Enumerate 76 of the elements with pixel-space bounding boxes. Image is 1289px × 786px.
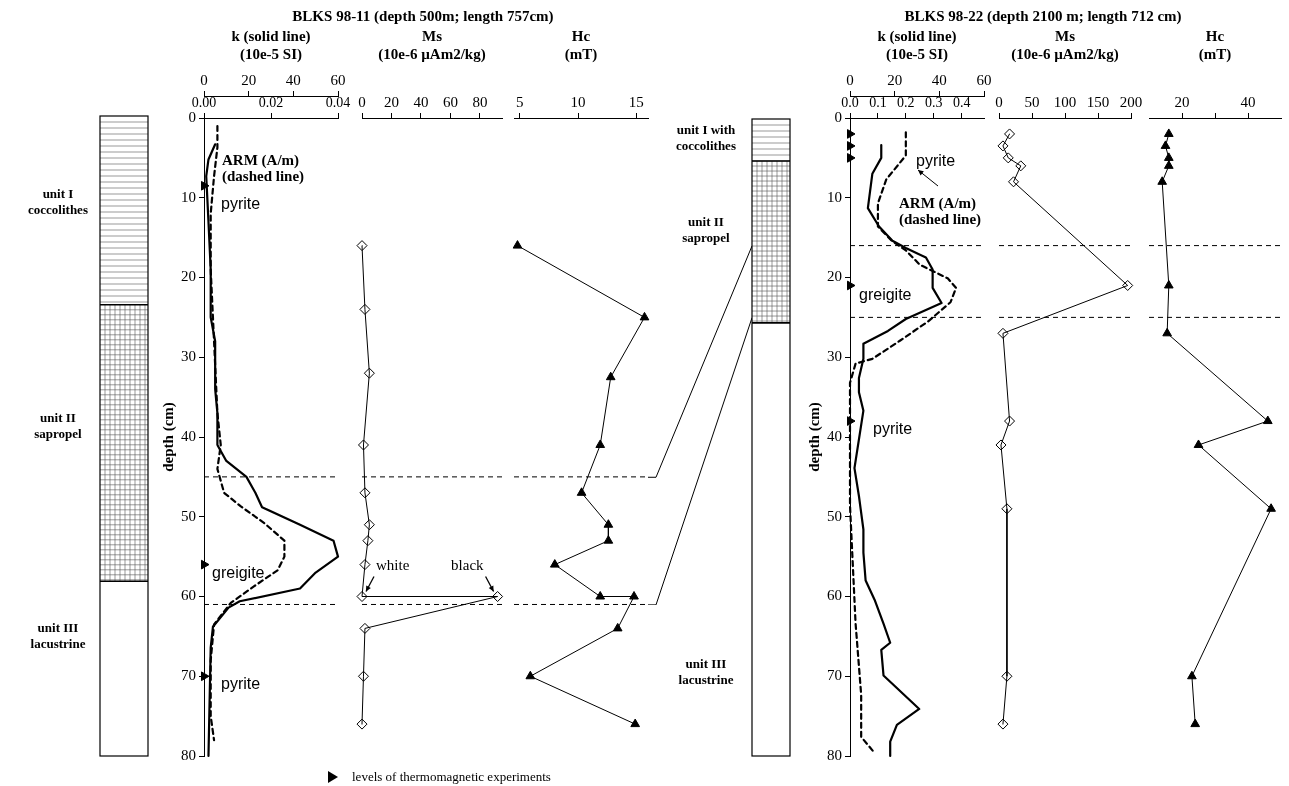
annotation: ARM (A/m) (dashed line) xyxy=(222,152,305,184)
text: unit III lacustrine xyxy=(29,620,87,652)
annotation: white xyxy=(376,557,410,574)
y-tick-label: 0 xyxy=(834,108,842,125)
x-axis-title: Ms (10e-6 µAm2/kg) xyxy=(1011,27,1119,63)
x-axis-title: Hc (mT) xyxy=(1198,27,1232,63)
x-axis-title: Hc (mT) xyxy=(564,27,598,63)
annotation: pyrite xyxy=(873,420,913,437)
x-tick-label: 20 xyxy=(383,93,399,110)
x-tick-label: 40 xyxy=(285,71,301,88)
y-tick-label: 50 xyxy=(827,507,842,524)
x-axis-title: k (solid line) (10e-5 SI) xyxy=(877,27,957,63)
x-tick-label: 0 xyxy=(846,71,854,88)
y-tick-label: 40 xyxy=(827,427,842,444)
annotation: greigite xyxy=(859,286,912,303)
y-tick-label: 10 xyxy=(181,188,196,205)
x-tick-label: 20 xyxy=(887,71,903,88)
text: unit I coccolithes xyxy=(27,186,89,218)
text: unit II sapropel xyxy=(681,214,731,246)
y-tick-label: 30 xyxy=(827,348,842,365)
x-tick-label: 5 xyxy=(516,93,524,110)
x-axis-title: Ms (10e-6 µAm2/kg) xyxy=(378,27,486,63)
x-tick-label: 0 xyxy=(995,93,1003,110)
x2-tick-label: 0.3 xyxy=(925,95,943,111)
x-tick-label: 200 xyxy=(1119,93,1143,110)
x2-tick-label: 0.02 xyxy=(258,95,284,111)
x2-tick-label: 0.4 xyxy=(952,95,971,111)
text: BLKS 98-11 (depth 500m; length 757cm) xyxy=(291,8,555,25)
text: unit III lacustrine xyxy=(677,656,735,688)
x-tick-label: 20 xyxy=(241,71,257,88)
y-tick-label: 80 xyxy=(827,746,842,763)
y-tick-label: 10 xyxy=(827,188,842,205)
annotation: black xyxy=(451,557,485,574)
x-tick-label: 80 xyxy=(472,93,488,110)
x-tick-label: 60 xyxy=(442,93,458,110)
y-tick-label: 60 xyxy=(827,587,842,604)
x-tick-label: 50 xyxy=(1024,93,1040,110)
legend-label: levels of thermomagnetic experiments xyxy=(352,769,551,785)
x-tick-label: 20 xyxy=(1174,93,1190,110)
y-tick-label: 70 xyxy=(181,667,196,684)
x-tick-label: 60 xyxy=(330,71,346,88)
y-tick-label: 40 xyxy=(181,427,196,444)
x-tick-label: 0 xyxy=(358,93,366,110)
annotation: pyrite xyxy=(221,675,261,692)
x-tick-label: 15 xyxy=(628,93,644,110)
x2-tick-label: 0.2 xyxy=(897,95,915,111)
text: unit II sapropel xyxy=(33,410,83,442)
annotation: ARM (A/m) (dashed line) xyxy=(899,195,982,227)
x-tick-label: 40 xyxy=(413,93,429,110)
x-tick-label: 150 xyxy=(1086,93,1110,110)
y-tick-label: 0 xyxy=(188,108,196,125)
x2-tick-label: 0.00 xyxy=(191,95,217,111)
y-tick-label: 80 xyxy=(181,746,196,763)
x-tick-label: 60 xyxy=(976,71,992,88)
text: BLKS 98-22 (depth 2100 m; length 712 cm) xyxy=(903,8,1183,25)
annotation: pyrite xyxy=(221,195,261,212)
x2-tick-label: 0.0 xyxy=(841,95,859,111)
x2-tick-label: 0.1 xyxy=(869,95,887,111)
x-tick-label: 100 xyxy=(1053,93,1077,110)
x-tick-label: 10 xyxy=(570,93,586,110)
text: unit I with coccolithes xyxy=(675,122,737,154)
annotation: pyrite xyxy=(916,152,956,169)
annotation: greigite xyxy=(212,564,265,581)
x-tick-label: 40 xyxy=(1240,93,1256,110)
y-tick-label: 60 xyxy=(181,587,196,604)
y-tick-label: 20 xyxy=(827,268,842,285)
y-tick-label: 30 xyxy=(181,348,196,365)
x-tick-label: 40 xyxy=(931,71,947,88)
y-tick-label: 20 xyxy=(181,268,196,285)
x2-tick-label: 0.04 xyxy=(325,95,351,111)
y-axis-title: depth (cm) xyxy=(159,402,177,472)
y-tick-label: 70 xyxy=(827,667,842,684)
x-tick-label: 0 xyxy=(200,71,208,88)
y-axis-title: depth (cm) xyxy=(805,402,823,472)
y-tick-label: 50 xyxy=(181,507,196,524)
x-axis-title: k (solid line) (10e-5 SI) xyxy=(231,27,311,63)
